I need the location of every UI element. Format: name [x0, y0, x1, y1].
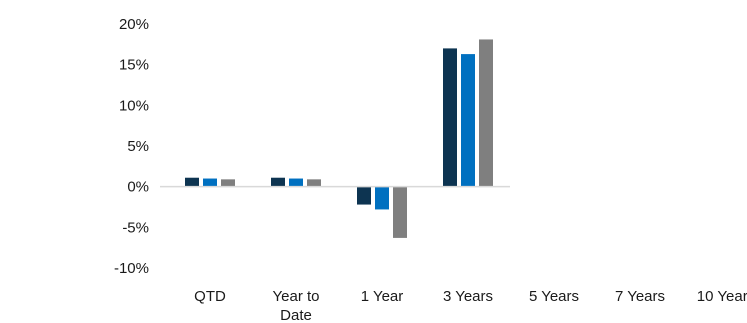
- x-tick-label-line: 3 Years: [443, 288, 493, 305]
- x-tick-label: 3 Years: [443, 288, 493, 305]
- bar: [307, 179, 321, 187]
- bar: [289, 178, 303, 187]
- y-tick-label: 20%: [119, 16, 149, 33]
- x-tick-label: QTD: [194, 288, 226, 305]
- y-axis-tick-labels: 20% 15% 10% 5% 0% -5% -10%: [114, 16, 149, 277]
- y-tick-label: -10%: [114, 260, 149, 277]
- x-tick-label-line: 5 Years: [529, 288, 579, 305]
- x-tick-label-line: Date: [280, 307, 312, 323]
- bar: [375, 186, 389, 210]
- bar: [185, 177, 199, 187]
- bar: [271, 177, 285, 187]
- y-tick-label: 0%: [127, 179, 149, 196]
- x-tick-label: 1 Year: [361, 288, 404, 305]
- x-tick-label: Year to Date: [273, 288, 320, 323]
- x-tick-label-line: 10 Years: [697, 288, 747, 305]
- bar: [479, 39, 493, 187]
- bars-group: [185, 39, 493, 238]
- y-tick-label: 5%: [127, 138, 149, 155]
- bar: [203, 178, 217, 187]
- y-tick-label: 15%: [119, 57, 149, 74]
- x-tick-label-line: QTD: [194, 288, 226, 305]
- y-tick-label: 10%: [119, 97, 149, 114]
- bar: [393, 186, 407, 238]
- x-tick-label-line: Year to: [273, 288, 320, 305]
- x-tick-label: 5 Years: [529, 288, 579, 305]
- x-axis-category-labels: QTD Year to Date 1 Year 3 Years 5 Years 7 Year…: [194, 288, 747, 323]
- bar: [221, 179, 235, 187]
- bar: [357, 186, 371, 205]
- x-tick-label: 7 Years: [615, 288, 665, 305]
- x-tick-label-line: 1 Year: [361, 288, 404, 305]
- bar: [443, 48, 457, 187]
- x-tick-label-line: 7 Years: [615, 288, 665, 305]
- bar: [461, 54, 475, 187]
- x-tick-label: 10 Years: [697, 288, 747, 305]
- y-tick-label: -5%: [122, 219, 149, 236]
